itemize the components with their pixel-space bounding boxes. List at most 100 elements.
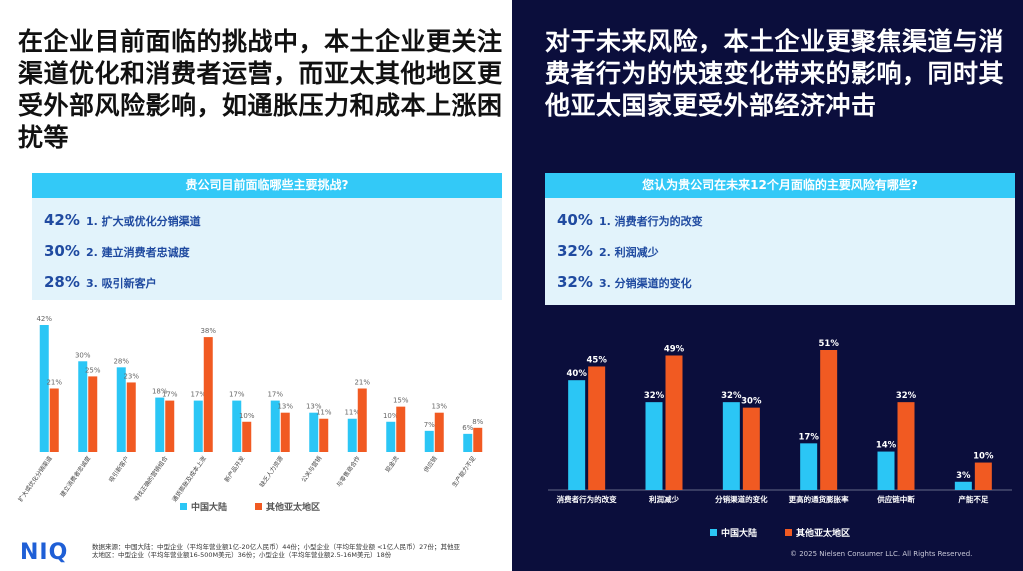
value-label: 21%	[354, 379, 370, 387]
value-label: 17%	[267, 391, 283, 399]
bar	[877, 451, 895, 490]
highlight-value: 32%	[557, 242, 593, 260]
bar	[665, 355, 683, 490]
highlight-row: 42% 1. 扩大或优化分销渠道	[32, 204, 502, 235]
x-tick-label: 分销渠道的变化	[715, 494, 768, 504]
highlight-text: 1. 扩大或优化分销渠道	[86, 215, 201, 228]
bar	[155, 397, 165, 452]
x-tick-label: 寻找正确的营销组合	[132, 455, 170, 504]
value-label: 49%	[664, 344, 685, 354]
bar	[974, 462, 992, 490]
bar	[232, 400, 242, 452]
legend-swatch	[180, 503, 187, 510]
value-label: 6%	[462, 424, 473, 432]
highlight-value: 30%	[44, 242, 80, 260]
bar	[165, 400, 175, 452]
x-tick-label: 通货膨胀及成本上涨	[170, 455, 208, 504]
bar	[309, 412, 319, 452]
highlight-row: 30% 2. 建立消费者忠诚度	[32, 235, 502, 266]
value-label: 28%	[113, 357, 129, 365]
value-label: 10%	[239, 412, 255, 420]
question: 贵公司目前面临哪些主要挑战?	[32, 173, 502, 198]
x-tick-label: 利润减少	[648, 494, 679, 504]
legend-swatch	[255, 503, 262, 510]
x-tick-label: 新产品开发	[223, 455, 247, 484]
value-label: 45%	[586, 355, 607, 365]
bar	[897, 402, 915, 490]
bar	[954, 481, 972, 490]
value-label: 32%	[896, 391, 917, 401]
x-tick-label: 建立消费者忠诚度	[58, 455, 92, 499]
bar	[568, 380, 586, 490]
x-tick-label: 吸引新客户	[107, 455, 131, 484]
highlight-text: 3. 分销渠道的变化	[599, 277, 692, 290]
value-label: 13%	[277, 403, 293, 411]
highlight-row: 32% 3. 分销渠道的变化	[545, 266, 1015, 297]
value-label: 30%	[741, 397, 762, 407]
value-label: 11%	[316, 409, 332, 417]
value-label: 13%	[431, 403, 447, 411]
legend-swatch	[710, 529, 717, 536]
value-label: 42%	[36, 315, 52, 323]
value-label: 11%	[344, 409, 360, 417]
x-tick-label: 消费者行为的改变	[557, 494, 617, 504]
highlight-value: 28%	[44, 273, 80, 291]
x-tick-label: 供应链	[422, 455, 439, 474]
value-label: 10%	[973, 452, 994, 462]
bar	[588, 366, 606, 490]
bar	[193, 400, 203, 452]
highlights: 40% 1. 消费者行为的改变 32% 2. 利润减少 32% 3. 分销渠道的变化	[545, 198, 1015, 305]
bar	[722, 402, 740, 490]
copyright: © 2025 Nielsen Consumer LLC. All Rights …	[790, 550, 973, 558]
x-tick-label: 更高的通货膨胀率	[789, 494, 849, 504]
logo: NIQ	[20, 540, 69, 565]
bar	[88, 376, 98, 452]
value-label: 23%	[123, 372, 139, 380]
value-label: 15%	[393, 397, 409, 405]
bar	[386, 421, 396, 452]
legend-label: 其他亚太地区	[266, 501, 320, 513]
legend-label: 中国大陆	[721, 527, 757, 539]
bar	[800, 443, 818, 490]
headline: 在企业目前面临的挑战中，本土企业更关注渠道优化和消费者运营，而亚太其他地区更受外…	[18, 27, 503, 152]
bar	[39, 325, 49, 452]
question: 您认为贵公司在未来12个月面临的主要风险有哪些?	[545, 173, 1015, 198]
bar	[347, 418, 357, 452]
highlight-row: 40% 1. 消费者行为的改变	[545, 204, 1015, 235]
highlight-text: 2. 利润减少	[599, 246, 659, 259]
legend-swatch	[785, 529, 792, 536]
bar	[434, 412, 444, 452]
highlight-value: 32%	[557, 273, 593, 291]
value-label: 7%	[424, 421, 435, 429]
bar	[473, 427, 483, 452]
bar	[203, 337, 213, 452]
value-label: 32%	[644, 391, 665, 401]
highlight-row: 32% 2. 利润减少	[545, 235, 1015, 266]
value-label: 17%	[162, 391, 178, 399]
bar	[270, 400, 280, 452]
highlights: 42% 1. 扩大或优化分销渠道 30% 2. 建立消费者忠诚度 28% 3. 吸引新客户	[32, 198, 502, 300]
bar	[49, 388, 59, 452]
x-tick-label: 现金流	[384, 455, 401, 474]
headline: 对于未来风险，本土企业更聚焦渠道与消费者行为的快速变化带来的影响，同时其他亚太国…	[545, 27, 1005, 120]
value-label: 38%	[200, 327, 216, 335]
value-label: 21%	[46, 379, 62, 387]
bar	[78, 361, 88, 452]
bar	[280, 412, 290, 452]
value-label: 25%	[85, 366, 101, 374]
value-label: 13%	[306, 403, 322, 411]
value-label: 17%	[229, 391, 245, 399]
x-tick-label: 扩大或优化分销渠道	[16, 455, 54, 504]
bar	[463, 433, 473, 452]
bar	[424, 430, 434, 452]
bar	[820, 350, 838, 490]
highlight-value: 42%	[44, 211, 80, 229]
bar	[742, 407, 760, 490]
legend-label: 其他亚太地区	[796, 527, 850, 539]
value-label: 18%	[152, 388, 168, 396]
bar	[645, 402, 663, 490]
value-label: 8%	[472, 418, 483, 426]
value-label: 51%	[818, 339, 839, 349]
source-note: 数据来源：中国大陆：中型企业（平均年营业额1亿-20亿人民币）44份；小型企业（…	[92, 543, 460, 559]
